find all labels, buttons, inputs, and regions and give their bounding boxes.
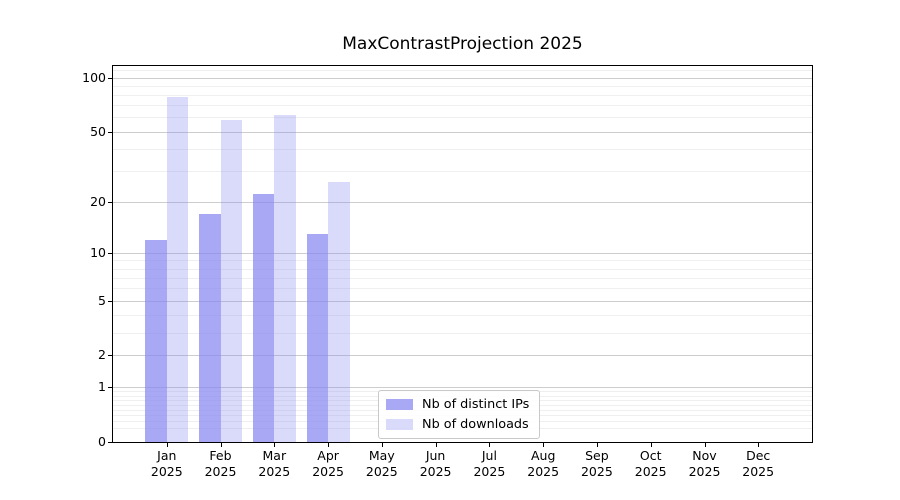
x-tick-label-feb: Feb 2025 (204, 448, 237, 479)
x-tick-label-oct: Oct 2025 (634, 448, 667, 479)
x-tick-mark-apr (328, 443, 330, 447)
gridline-minor-7 (113, 277, 812, 279)
gridline-minor-80 (113, 95, 812, 96)
x-tick-mark-jan (166, 443, 168, 447)
legend-item-distinct-ips: Nb of distinct IPs (386, 397, 529, 412)
x-tick-mark-dec (758, 443, 760, 447)
bar-downloads-feb (220, 120, 242, 442)
y-tick-label-1: 1 (98, 379, 106, 395)
x-tick-label-nov: Nov 2025 (688, 448, 721, 479)
x-tick-mark-jun (435, 443, 437, 447)
gridline-major-20 (113, 201, 812, 203)
x-tick-mark-may (381, 443, 383, 447)
x-tick-label-may: May 2025 (365, 448, 398, 479)
gridline-minor-90 (113, 85, 812, 87)
gridline-major-50 (113, 131, 812, 133)
y-tick-label-2: 2 (98, 347, 106, 363)
y-tick-label-50: 50 (90, 123, 106, 139)
plot-canvas (113, 66, 812, 442)
y-tick-mark-20 (108, 201, 112, 203)
x-tick-mark-nov (704, 443, 706, 447)
x-tick-label-aug: Aug 2025 (527, 448, 560, 479)
x-tick-label-sep: Sep 2025 (580, 448, 613, 479)
chart-title: MaxContrastProjection 2025 (342, 34, 583, 54)
x-tick-mark-mar (274, 443, 276, 447)
bar-distinct-ips-jan (145, 239, 167, 442)
y-tick-label-0: 0 (98, 434, 106, 449)
y-tick-label-20: 20 (90, 193, 106, 209)
gridline-major-5 (113, 300, 812, 302)
gridline-minor-60 (113, 117, 812, 119)
gridline-minor-110 (113, 70, 812, 72)
gridline-major-10 (113, 252, 812, 254)
gridline-major-2 (113, 355, 812, 357)
legend-swatch-downloads (386, 419, 413, 430)
bar-distinct-ips-apr (306, 233, 329, 442)
legend: Nb of distinct IPs Nb of downloads (378, 390, 541, 439)
y-tick-label-100: 100 (82, 69, 106, 85)
bar-distinct-ips-mar (252, 194, 275, 442)
plot-area (112, 65, 813, 443)
x-tick-label-jun: Jun 2025 (419, 448, 452, 479)
y-tick-mark-100 (108, 77, 112, 79)
gridline-minor-3 (113, 332, 812, 334)
y-tick-mark-10 (108, 252, 112, 254)
x-tick-mark-sep (596, 443, 598, 447)
gridline-minor-9 (113, 260, 812, 262)
x-tick-mark-jul (489, 443, 491, 447)
legend-swatch-distinct-ips (386, 399, 413, 410)
x-tick-label-apr: Apr 2025 (312, 448, 344, 479)
bar-downloads-apr (328, 181, 350, 442)
gridline-minor-6 (113, 288, 812, 290)
bar-downloads-mar (274, 114, 296, 442)
x-tick-mark-feb (220, 443, 222, 447)
gridline-minor-70 (113, 105, 812, 107)
gridline-minor-8 (113, 268, 812, 270)
gridline-minor-40 (113, 148, 812, 150)
gridline-major-1 (113, 387, 812, 389)
x-tick-label-mar: Mar 2025 (258, 448, 291, 479)
y-tick-mark-50 (108, 131, 112, 133)
bar-downloads-jan (166, 97, 189, 442)
y-tick-label-10: 10 (90, 244, 106, 260)
x-tick-mark-oct (650, 443, 652, 447)
gridline-major-100 (113, 77, 812, 79)
y-tick-mark-0 (108, 442, 112, 443)
gridline-minor-30 (113, 170, 812, 172)
y-tick-mark-2 (108, 355, 112, 357)
x-tick-label-dec: Dec 2025 (742, 448, 775, 479)
x-tick-label-jan: Jan 2025 (150, 448, 183, 479)
legend-label-distinct-ips: Nb of distinct IPs (422, 397, 530, 412)
legend-label-downloads: Nb of downloads (422, 417, 529, 432)
x-tick-mark-aug (543, 443, 545, 447)
y-tick-mark-1 (108, 387, 112, 389)
y-tick-label-5: 5 (98, 292, 106, 308)
x-tick-label-jul: Jul 2025 (473, 448, 506, 479)
gridline-minor-4 (113, 314, 812, 316)
y-tick-mark-5 (108, 300, 112, 302)
legend-item-downloads: Nb of downloads (386, 417, 529, 432)
bar-distinct-ips-feb (199, 213, 221, 442)
